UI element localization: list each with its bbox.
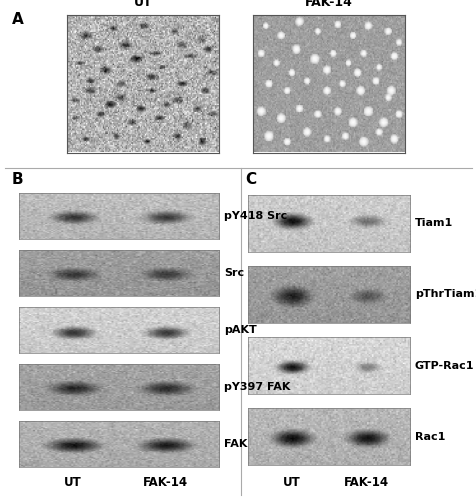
- Text: FAK-14: FAK-14: [142, 476, 188, 490]
- Text: pY418 Src: pY418 Src: [224, 211, 287, 221]
- Text: A: A: [12, 12, 24, 28]
- Text: FAK: FAK: [224, 439, 247, 449]
- Text: FAK-14: FAK-14: [343, 476, 388, 490]
- Text: B: B: [12, 172, 23, 188]
- Text: UT: UT: [282, 476, 300, 490]
- Text: pThrTiam1: pThrTiam1: [414, 290, 476, 300]
- Text: pAKT: pAKT: [224, 325, 257, 335]
- Text: UT: UT: [64, 476, 82, 490]
- Text: UT: UT: [133, 0, 152, 9]
- Text: Rac1: Rac1: [414, 432, 445, 442]
- Text: C: C: [245, 172, 256, 188]
- Text: Tiam1: Tiam1: [414, 218, 452, 228]
- Text: FAK-14: FAK-14: [305, 0, 352, 9]
- Text: pY397 FAK: pY397 FAK: [224, 382, 290, 392]
- Text: GTP-Rac1: GTP-Rac1: [414, 360, 474, 370]
- Text: Src: Src: [224, 268, 244, 278]
